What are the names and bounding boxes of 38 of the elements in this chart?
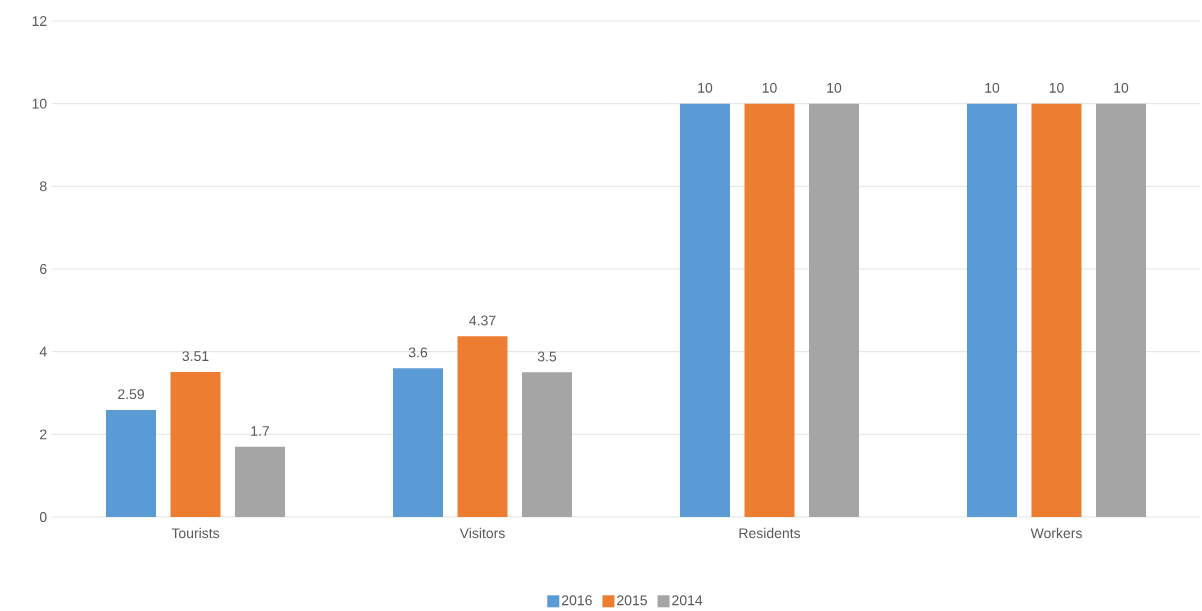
data-label: 3.6: [408, 347, 428, 358]
y-tick-label: 10: [32, 98, 47, 109]
bar: [457, 336, 508, 517]
legend-label: 2015: [617, 595, 647, 606]
data-label: 3.51: [182, 351, 209, 361]
x-tick-label: Workers: [1030, 527, 1082, 539]
data-label: 10: [698, 82, 713, 93]
x-tick-label: Visitors: [459, 527, 505, 539]
data-label: 2.59: [118, 389, 144, 399]
data-label: 10: [762, 82, 777, 93]
bar: [1031, 103, 1082, 517]
data-label: 10: [1114, 82, 1129, 93]
data-label: 10: [1049, 82, 1064, 93]
bar: [744, 103, 795, 517]
bar: [1095, 103, 1146, 517]
y-tick-label: 4: [39, 346, 47, 357]
y-tick-label: 0: [39, 511, 47, 522]
data-label: 10: [985, 82, 1000, 93]
bar: [808, 103, 859, 517]
legend-label: 2014: [672, 595, 703, 606]
bar: [966, 103, 1017, 517]
bar: [680, 103, 730, 517]
y-tick-label: 12: [32, 15, 47, 26]
data-label: 4.37: [469, 315, 496, 326]
bar: [106, 409, 156, 517]
bar: [393, 368, 443, 517]
data-label: 3.5: [537, 351, 557, 362]
data-label: 10: [827, 82, 842, 93]
bar: [522, 372, 572, 517]
x-tick-label: Residents: [739, 527, 801, 539]
bar: [235, 446, 285, 517]
bar: [170, 371, 221, 517]
y-tick-label: 8: [39, 181, 47, 192]
legend-label: 2016: [562, 595, 592, 606]
data-label: 1.7: [251, 426, 270, 436]
y-tick-label: 6: [40, 263, 47, 274]
x-tick-label: Tourists: [171, 527, 220, 539]
y-tick-label: 2: [40, 429, 47, 440]
